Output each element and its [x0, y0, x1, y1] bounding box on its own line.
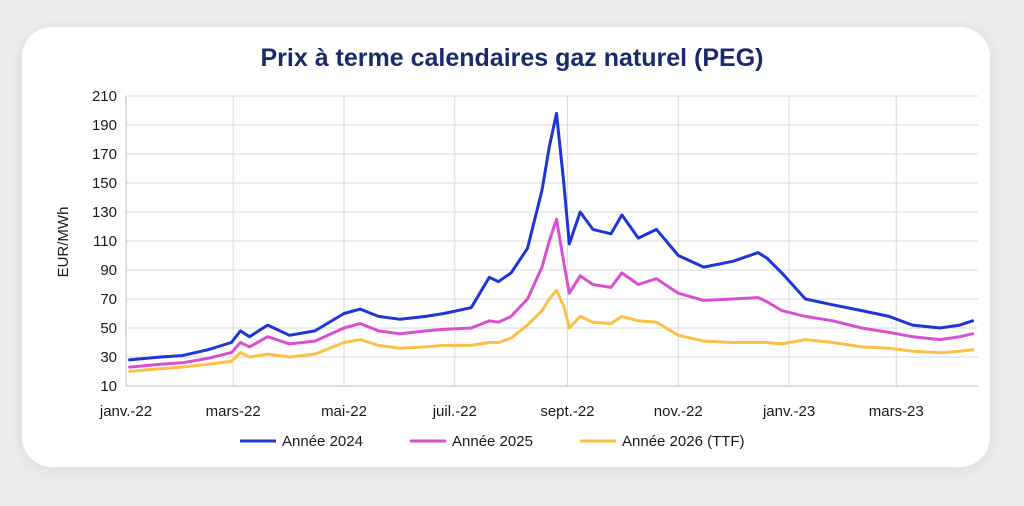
x-axis-ticks: janv.-22 mars-22 mai-22 juil.-22 sept.-22 nov… [99, 403, 924, 420]
x-tick-label: janv.-23 [762, 403, 815, 420]
grid [125, 95, 978, 387]
y-tick-label: 10 [100, 378, 117, 395]
y-tick-label: 190 [92, 117, 117, 134]
y-tick-label: 90 [100, 262, 117, 279]
legend: Année 2024 Année 2025 Année 2026 (TTF) [240, 433, 745, 450]
y-tick-label: 170 [92, 146, 117, 163]
legend-label-3: Année 2026 (TTF) [622, 433, 745, 450]
series-line-2 [128, 217, 975, 369]
y-axis-ticks: 10 30 50 70 90 110 130 150 170 190 210 [92, 88, 117, 395]
x-tick-label: mai-22 [321, 403, 367, 420]
x-tick-label: juil.-22 [432, 403, 477, 420]
x-tick-label: mars-23 [869, 403, 924, 420]
y-tick-label: 150 [92, 175, 117, 192]
legend-label-2: Année 2025 [452, 433, 533, 450]
y-tick-label: 70 [100, 291, 117, 308]
chart-title: Prix à terme calendaires gaz naturel (PE… [260, 44, 764, 72]
series-line-1 [128, 111, 975, 362]
x-tick-label: janv.-22 [99, 403, 152, 420]
x-tick-label: sept.-22 [540, 403, 594, 420]
series-lines [128, 111, 975, 373]
y-tick-label: 130 [92, 204, 117, 221]
y-tick-label: 30 [100, 349, 117, 366]
x-tick-label: mars-22 [206, 403, 261, 420]
y-axis-label: EUR/MWh [55, 207, 72, 278]
y-tick-label: 210 [92, 88, 117, 105]
chart-card [22, 27, 990, 467]
series-line-3 [128, 288, 975, 373]
y-tick-label: 50 [100, 320, 117, 337]
legend-label-1: Année 2024 [282, 433, 363, 450]
y-tick-label: 110 [93, 233, 117, 250]
x-tick-label: nov.-22 [654, 403, 703, 420]
